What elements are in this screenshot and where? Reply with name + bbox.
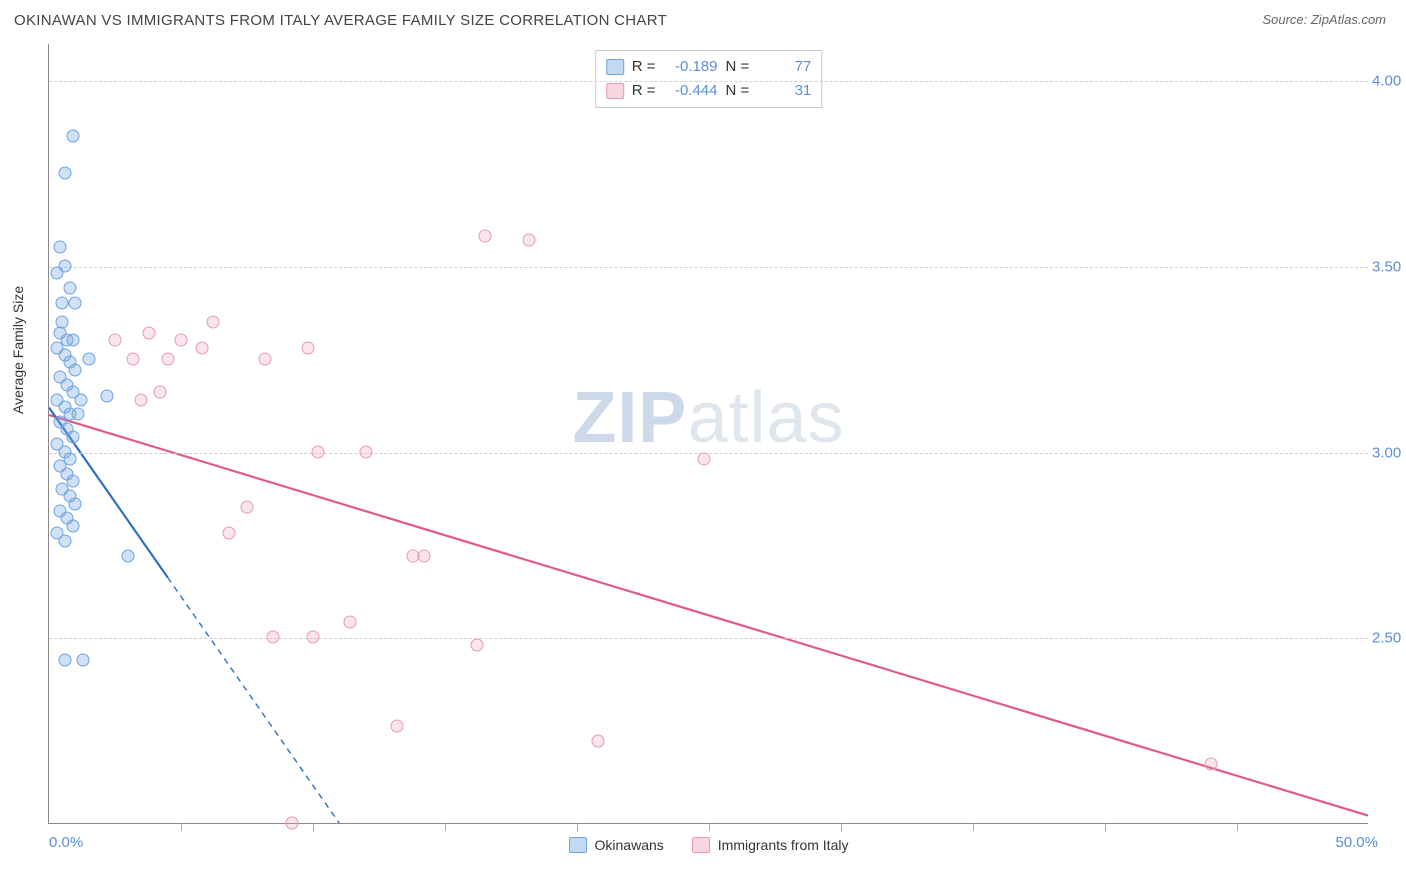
data-point-pink bbox=[470, 638, 483, 651]
x-tick bbox=[445, 823, 446, 831]
data-point-blue bbox=[50, 267, 63, 280]
data-point-blue bbox=[77, 653, 90, 666]
data-point-blue bbox=[72, 408, 85, 421]
data-point-blue bbox=[56, 297, 69, 310]
data-point-pink bbox=[307, 631, 320, 644]
data-point-blue bbox=[66, 519, 79, 532]
n-value-pink: 31 bbox=[757, 79, 811, 103]
data-point-blue bbox=[74, 393, 87, 406]
data-point-blue bbox=[58, 534, 71, 547]
data-point-pink bbox=[312, 445, 325, 458]
data-point-blue bbox=[56, 315, 69, 328]
gridline-h bbox=[49, 81, 1368, 82]
data-point-pink bbox=[417, 549, 430, 562]
data-point-pink bbox=[391, 720, 404, 733]
data-point-blue bbox=[82, 352, 95, 365]
plot-area: ZIPatlas R = -0.189 N = 77 R = -0.444 N … bbox=[48, 44, 1368, 824]
legend-bottom: Okinawans Immigrants from Italy bbox=[569, 837, 849, 853]
swatch-blue-icon bbox=[569, 837, 587, 853]
swatch-pink-icon bbox=[606, 83, 624, 99]
data-point-pink bbox=[301, 341, 314, 354]
data-point-pink bbox=[206, 315, 219, 328]
legend-item-blue: Okinawans bbox=[569, 837, 664, 853]
r-value-pink: -0.444 bbox=[664, 79, 718, 103]
n-value-blue: 77 bbox=[757, 55, 811, 79]
data-point-blue bbox=[66, 334, 79, 347]
x-tick bbox=[181, 823, 182, 831]
data-point-pink bbox=[143, 326, 156, 339]
x-tick bbox=[973, 823, 974, 831]
data-point-pink bbox=[109, 334, 122, 347]
data-point-blue bbox=[66, 430, 79, 443]
data-point-pink bbox=[196, 341, 209, 354]
data-point-pink bbox=[592, 735, 605, 748]
gridline-h bbox=[49, 453, 1368, 454]
data-point-pink bbox=[135, 393, 148, 406]
stats-box: R = -0.189 N = 77 R = -0.444 N = 31 bbox=[595, 50, 823, 108]
data-point-pink bbox=[153, 386, 166, 399]
stats-row-pink: R = -0.444 N = 31 bbox=[606, 79, 812, 103]
data-point-blue bbox=[53, 241, 66, 254]
data-point-blue bbox=[69, 363, 82, 376]
data-point-blue bbox=[64, 282, 77, 295]
stats-row-blue: R = -0.189 N = 77 bbox=[606, 55, 812, 79]
x-tick bbox=[709, 823, 710, 831]
swatch-blue-icon bbox=[606, 59, 624, 75]
x-tick bbox=[577, 823, 578, 831]
data-point-pink bbox=[127, 352, 140, 365]
r-value-blue: -0.189 bbox=[664, 55, 718, 79]
x-tick bbox=[841, 823, 842, 831]
legend-item-pink: Immigrants from Italy bbox=[692, 837, 849, 853]
x-tick bbox=[313, 823, 314, 831]
legend-label-blue: Okinawans bbox=[595, 837, 664, 853]
data-point-blue bbox=[101, 389, 114, 402]
data-point-pink bbox=[343, 616, 356, 629]
trend-lines bbox=[49, 44, 1368, 823]
x-end-label: 50.0% bbox=[1335, 834, 1378, 851]
y-tick-label: 4.00 bbox=[1372, 73, 1406, 90]
x-tick bbox=[1105, 823, 1106, 831]
y-tick-label: 3.00 bbox=[1372, 444, 1406, 461]
data-point-pink bbox=[241, 501, 254, 514]
chart-title: OKINAWAN VS IMMIGRANTS FROM ITALY AVERAG… bbox=[14, 12, 667, 29]
data-point-pink bbox=[267, 631, 280, 644]
data-point-blue bbox=[58, 653, 71, 666]
data-point-blue bbox=[66, 129, 79, 142]
data-point-pink bbox=[478, 230, 491, 243]
data-point-pink bbox=[523, 233, 536, 246]
data-point-blue bbox=[58, 167, 71, 180]
chart-container: Average Family Size ZIPatlas R = -0.189 … bbox=[14, 44, 1392, 864]
x-tick bbox=[1237, 823, 1238, 831]
y-tick-label: 2.50 bbox=[1372, 630, 1406, 647]
r-label: R = bbox=[632, 55, 656, 79]
trendline-blue-dashed bbox=[168, 577, 339, 823]
x-origin-label: 0.0% bbox=[49, 834, 83, 851]
data-point-pink bbox=[697, 453, 710, 466]
data-point-blue bbox=[122, 549, 135, 562]
watermark: ZIPatlas bbox=[572, 377, 844, 459]
data-point-pink bbox=[222, 527, 235, 540]
data-point-pink bbox=[259, 352, 272, 365]
data-point-pink bbox=[175, 334, 188, 347]
gridline-h bbox=[49, 267, 1368, 268]
trendline-pink bbox=[49, 415, 1368, 816]
y-axis-label: Average Family Size bbox=[10, 286, 26, 414]
gridline-h bbox=[49, 638, 1368, 639]
swatch-pink-icon bbox=[692, 837, 710, 853]
data-point-pink bbox=[285, 817, 298, 830]
data-point-pink bbox=[359, 445, 372, 458]
data-point-blue bbox=[69, 497, 82, 510]
source-label: Source: ZipAtlas.com bbox=[1262, 12, 1386, 27]
legend-label-pink: Immigrants from Italy bbox=[718, 837, 849, 853]
n-label: N = bbox=[726, 55, 750, 79]
r-label: R = bbox=[632, 79, 656, 103]
data-point-pink bbox=[161, 352, 174, 365]
data-point-pink bbox=[1204, 757, 1217, 770]
y-tick-label: 3.50 bbox=[1372, 258, 1406, 275]
data-point-blue bbox=[69, 297, 82, 310]
n-label: N = bbox=[726, 79, 750, 103]
